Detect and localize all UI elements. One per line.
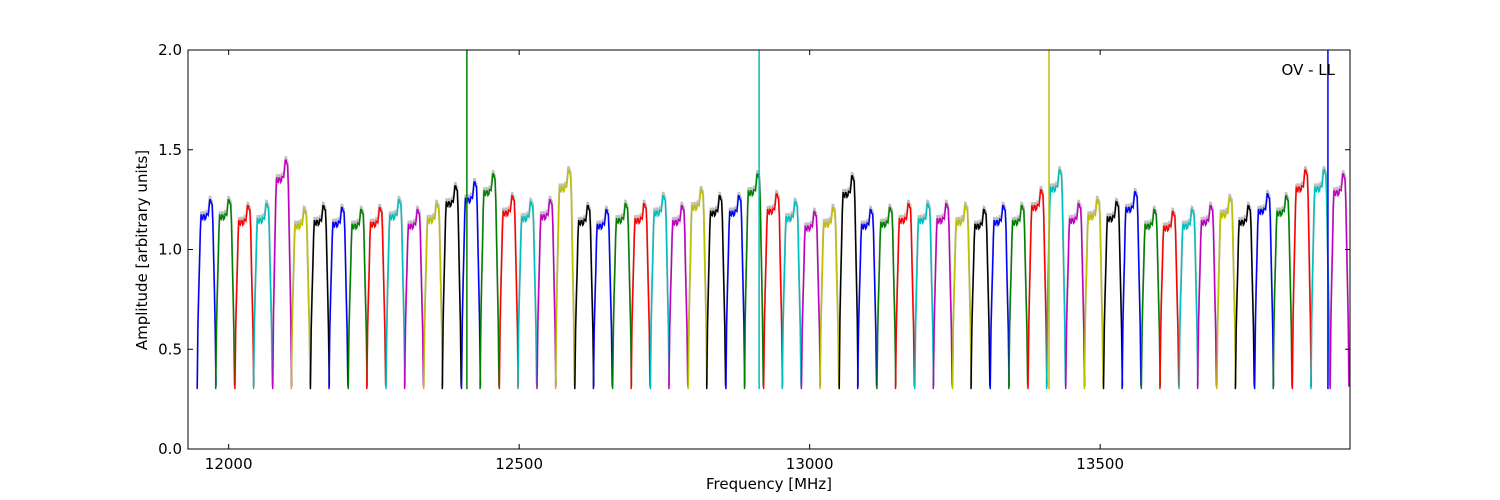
channel-trace <box>1159 210 1180 390</box>
y-tick-label: 0.5 <box>158 340 182 358</box>
channel-trace <box>762 193 784 390</box>
channel-trace <box>196 198 217 390</box>
channel-trace <box>989 204 1010 390</box>
channel-trace <box>781 200 802 390</box>
channel-trace <box>819 206 840 390</box>
channel-trace <box>1291 169 1312 390</box>
channel-trace <box>309 204 331 390</box>
channel-trace <box>970 208 991 390</box>
channel-trace <box>498 194 519 390</box>
channel-trace <box>1196 204 1218 390</box>
x-tick-label: 13000 <box>786 455 834 473</box>
channel-trace <box>1234 204 1256 390</box>
channel-trace <box>479 173 500 390</box>
channel-trace <box>611 202 633 390</box>
y-tick-label: 1.5 <box>158 141 182 159</box>
channel-trace <box>554 169 576 390</box>
channel-trace <box>913 202 935 390</box>
y-tick-label: 0.0 <box>158 440 182 458</box>
channel-trace <box>1008 204 1029 390</box>
channel-trace <box>725 194 746 390</box>
channel-trace <box>1178 208 1199 390</box>
channel-trace <box>705 194 727 390</box>
channel-trace <box>517 200 538 390</box>
channel-trace <box>856 208 878 390</box>
y-tick-label: 2.0 <box>158 41 182 59</box>
channel-trace <box>460 181 482 390</box>
channel-trace <box>574 204 595 390</box>
channel-trace <box>1121 191 1142 390</box>
channel-trace <box>252 202 274 390</box>
channel-trace <box>1102 200 1124 390</box>
channel-trace <box>1064 202 1086 390</box>
channel-trace <box>422 202 444 390</box>
channel-trace <box>1027 189 1048 390</box>
channel-trace <box>1216 196 1237 390</box>
channel-trace <box>630 202 651 390</box>
channel-trace <box>838 175 859 390</box>
plot-area <box>196 50 1350 390</box>
channel-trace <box>800 210 822 390</box>
channel-trace <box>214 198 236 390</box>
y-tick-label: 1.0 <box>158 241 182 259</box>
channel-trace <box>876 206 897 390</box>
channel-trace <box>234 204 255 390</box>
x-axis-label: Frequency [MHz] <box>706 475 832 493</box>
axes: 12000 12500 13000 13500 0.0 0.5 1.0 1.5 2.0 <box>158 41 1351 473</box>
channel-trace <box>1253 193 1275 390</box>
channel-trace <box>932 202 953 390</box>
channel-trace <box>328 206 349 390</box>
channel-trace <box>668 204 689 390</box>
channel-trace <box>271 159 293 390</box>
channel-trace <box>951 204 973 390</box>
x-tick-label: 12000 <box>205 455 253 473</box>
channel-trace <box>592 208 614 390</box>
channel-trace <box>536 198 557 390</box>
channel-trace <box>1083 198 1104 390</box>
channel-trace <box>1272 194 1293 390</box>
channel-trace <box>894 202 916 390</box>
channel-trace <box>441 185 462 390</box>
channel-trace <box>385 198 406 390</box>
y-axis-label: Amplitude [arbitrary units] <box>133 150 151 350</box>
channel-trace <box>403 208 425 390</box>
channel-trace <box>290 208 311 390</box>
channel-trace <box>687 189 708 390</box>
x-tick-label: 13500 <box>1076 455 1124 473</box>
channel-trace <box>1329 173 1350 390</box>
x-tick-label: 12500 <box>495 455 543 473</box>
channel-trace <box>347 208 368 390</box>
channel-trace <box>366 206 387 390</box>
channel-trace <box>1140 208 1161 390</box>
channel-trace <box>649 194 670 390</box>
channel-trace <box>743 173 765 390</box>
plot-annotation: OV - LL <box>1282 61 1336 79</box>
channel-trace <box>1310 169 1331 390</box>
